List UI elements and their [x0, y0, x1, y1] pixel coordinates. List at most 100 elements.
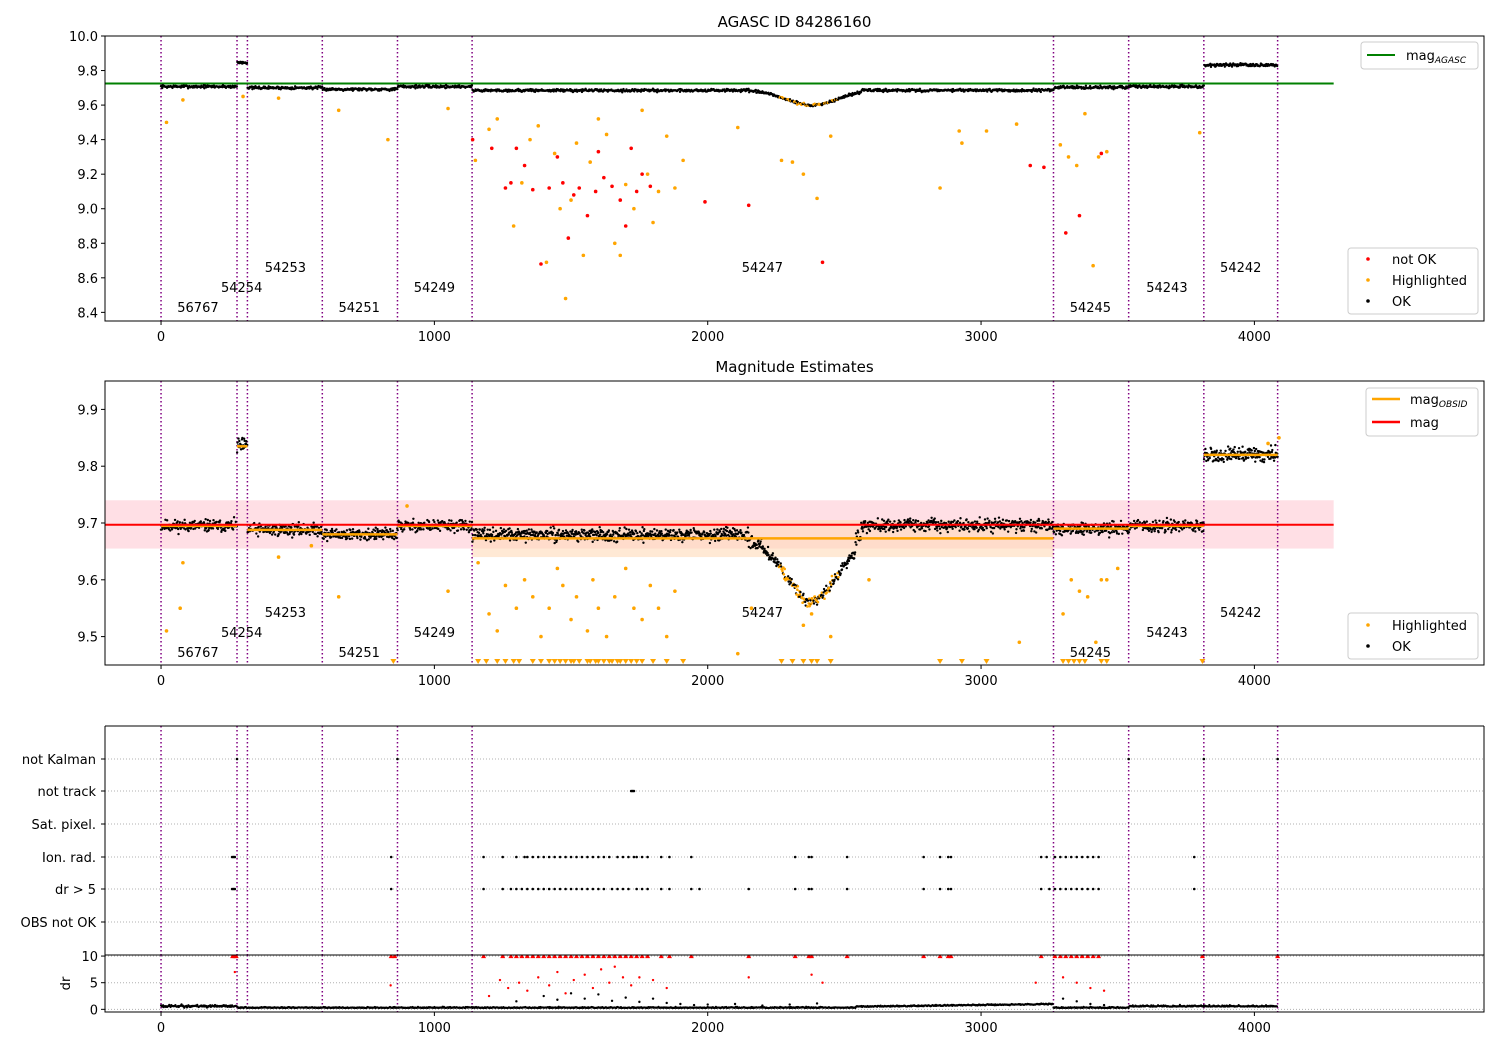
ok-point — [326, 539, 329, 543]
ok-point — [846, 562, 849, 565]
ok-point — [364, 537, 367, 540]
flag-point — [1053, 887, 1057, 891]
ok-point — [871, 525, 875, 528]
ok-point — [372, 528, 375, 531]
not-ok-point — [585, 213, 590, 218]
ok-point — [1170, 531, 1173, 534]
flag-point — [542, 887, 546, 891]
flag-point — [627, 855, 630, 859]
highlighted-point — [830, 574, 834, 578]
ok-point — [291, 536, 294, 539]
ok-point — [193, 519, 196, 523]
ok-point — [359, 538, 362, 541]
top-legend-marker — [1366, 257, 1370, 261]
ok-point — [1194, 530, 1197, 533]
mid-xtick-label: 2000 — [691, 674, 724, 689]
ok-point — [755, 91, 759, 94]
ok-point — [657, 533, 660, 537]
ok-point — [551, 531, 555, 535]
ok-point — [1252, 455, 1255, 458]
flags-ytick-label: not Kalman — [22, 753, 96, 768]
top-xtick-label: 4000 — [1238, 330, 1271, 345]
ok-point — [1117, 532, 1121, 536]
ok-point — [1254, 460, 1257, 463]
ok-point — [954, 525, 957, 529]
ok-point — [329, 536, 333, 539]
ok-point — [868, 87, 872, 91]
ok-point — [746, 526, 750, 529]
ok-point — [1167, 527, 1170, 531]
flag-point — [1097, 887, 1100, 891]
ok-point — [1230, 457, 1233, 461]
mid-legend-sub: OBSID — [1439, 400, 1468, 410]
not-ok-point — [503, 186, 508, 190]
ok-point — [290, 526, 293, 529]
flag-point — [608, 855, 611, 859]
ok-point — [597, 531, 600, 534]
flag-point — [1091, 887, 1095, 891]
highlighted-point — [798, 593, 802, 596]
mid-ytick-label: 9.9 — [77, 403, 98, 418]
ok-point — [490, 533, 494, 537]
highlighted-point — [783, 567, 786, 571]
top-title: AGASC ID 84286160 — [718, 13, 872, 31]
ok-point — [687, 533, 691, 537]
ok-point — [669, 528, 672, 532]
ok-point — [960, 525, 963, 529]
ok-point — [776, 563, 780, 566]
ok-point — [853, 553, 856, 556]
not-ok-point — [530, 187, 535, 192]
ok-point — [591, 540, 594, 544]
not-ok-point — [555, 155, 560, 159]
ok-point — [839, 572, 842, 575]
ok-point — [345, 529, 349, 532]
highlighted-point — [276, 96, 281, 100]
ok-point — [962, 88, 965, 91]
ok-point — [1022, 529, 1026, 532]
highlighted-point — [585, 629, 590, 633]
ok-point — [672, 528, 675, 532]
ok-point — [455, 521, 458, 524]
ok-point — [1147, 527, 1150, 530]
ok-point — [207, 528, 210, 532]
ok-point — [991, 532, 995, 535]
ok-point — [1217, 459, 1220, 463]
ok-point — [726, 526, 729, 529]
highlighted-point — [522, 578, 527, 582]
ok-point — [376, 527, 379, 531]
highlighted-point — [539, 634, 543, 639]
flag-point — [845, 887, 849, 891]
ok-point — [314, 532, 318, 536]
flag-point — [509, 887, 513, 891]
flags-ytick-label: Ion. rad. — [42, 851, 96, 866]
ok-point — [292, 533, 296, 536]
ok-point — [997, 516, 1001, 519]
ok-point — [714, 534, 717, 538]
ok-point — [898, 525, 901, 529]
ok-point — [1272, 459, 1276, 462]
flags-ytick-label: OBS not OK — [21, 916, 97, 931]
flag-point — [597, 855, 600, 859]
ok-point — [879, 529, 882, 533]
ok-point — [884, 530, 887, 533]
ok-point — [431, 527, 434, 530]
ok-point — [966, 527, 970, 530]
flag-point — [646, 855, 649, 859]
flag-point — [1080, 855, 1084, 859]
highlighted-point — [476, 560, 480, 565]
flag-point — [501, 887, 505, 891]
ok-point — [775, 564, 778, 568]
ok-point — [447, 527, 451, 531]
ok-point — [1271, 448, 1274, 452]
mid-plot-area — [105, 381, 1334, 665]
ok-point — [899, 528, 903, 531]
highlighted-point — [495, 117, 500, 121]
ok-point — [349, 528, 352, 532]
mid-legend-marker — [1366, 644, 1370, 648]
flag-point — [575, 855, 578, 859]
top-legend-agasc-label: magAGASC — [1406, 49, 1467, 66]
ok-point — [861, 530, 865, 533]
highlighted-point — [938, 186, 942, 190]
